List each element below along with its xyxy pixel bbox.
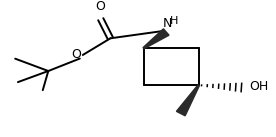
Text: OH: OH bbox=[249, 80, 269, 93]
Text: H: H bbox=[170, 16, 178, 26]
Text: N: N bbox=[163, 17, 172, 30]
Text: O: O bbox=[71, 48, 81, 61]
Polygon shape bbox=[176, 85, 200, 116]
Text: O: O bbox=[95, 0, 105, 13]
Polygon shape bbox=[143, 29, 169, 49]
